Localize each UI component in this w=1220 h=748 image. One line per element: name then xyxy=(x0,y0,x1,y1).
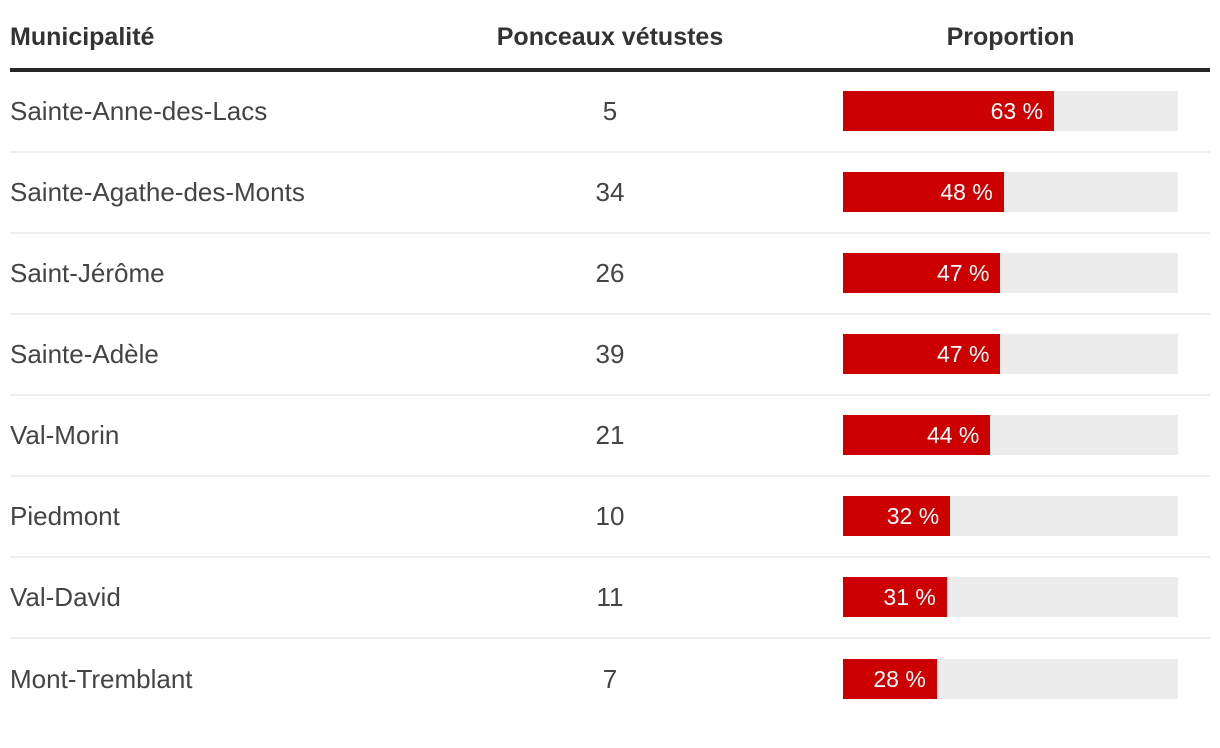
proportion-bar-track: 31 % xyxy=(843,577,1178,617)
proportion-percent-label: 47 % xyxy=(937,259,990,286)
municipality-label: Sainte-Agathe-des-Monts xyxy=(10,176,305,207)
table-header-row: Municipalité Ponceaux vétustes Proportio… xyxy=(10,23,1210,72)
municipality-label: Val-Morin xyxy=(10,419,120,450)
proportion-cell: 28 % xyxy=(780,659,1210,699)
proportion-bar-fill: 44 % xyxy=(843,415,991,455)
proportion-bar-fill: 47 % xyxy=(843,334,1001,374)
proportion-percent-label: 63 % xyxy=(990,97,1044,124)
proportion-bar-fill: 28 % xyxy=(843,659,937,699)
proportion-cell: 63 % xyxy=(780,91,1210,131)
proportion-percent-label: 32 % xyxy=(886,502,940,529)
municipality-label: Sainte-Adèle xyxy=(10,338,159,369)
proportion-bar-track: 47 % xyxy=(843,253,1178,293)
proportion-cell: 48 % xyxy=(780,172,1210,212)
column-header-ponceaux-vetustes: Ponceaux vétustes xyxy=(496,23,724,51)
proportion-percent-label: 47 % xyxy=(937,340,990,367)
table-row: Val-David 11 31 % xyxy=(10,558,1210,639)
ponceaux-count-value: 5 xyxy=(602,95,618,126)
proportion-bar-fill: 31 % xyxy=(843,577,947,617)
ponceaux-count-value: 10 xyxy=(595,500,625,531)
proportion-cell: 44 % xyxy=(780,415,1210,455)
proportion-percent-label: 48 % xyxy=(940,178,993,205)
table-row: Saint-Jérôme 26 47 % xyxy=(10,234,1210,315)
proportion-cell: 47 % xyxy=(780,334,1210,374)
table-row: Sainte-Adèle 39 47 % xyxy=(10,315,1210,396)
proportion-bar-track: 48 % xyxy=(843,172,1178,212)
proportion-bar-fill: 48 % xyxy=(843,172,1004,212)
proportion-percent-label: 28 % xyxy=(873,665,926,692)
proportion-cell: 32 % xyxy=(780,496,1210,536)
column-header-municipality: Municipalité xyxy=(10,23,155,51)
municipality-label: Saint-Jérôme xyxy=(10,257,165,288)
proportion-bar-track: 63 % xyxy=(843,91,1178,131)
table-row: Sainte-Anne-des-Lacs 5 63 % xyxy=(10,72,1210,153)
ponceaux-count-value: 34 xyxy=(595,176,625,207)
proportion-bar-fill: 32 % xyxy=(843,496,951,536)
table-row: Mont-Tremblant 7 28 % xyxy=(10,639,1210,720)
ponceaux-count-value: 39 xyxy=(595,338,625,369)
column-header-proportion: Proportion xyxy=(946,23,1075,51)
ponceaux-count-value: 21 xyxy=(595,419,625,450)
municipalities-table: Municipalité Ponceaux vétustes Proportio… xyxy=(10,23,1210,720)
proportion-bar-track: 28 % xyxy=(843,659,1178,699)
municipality-label: Mont-Tremblant xyxy=(10,663,193,694)
proportion-percent-label: 44 % xyxy=(926,421,980,448)
proportion-cell: 47 % xyxy=(780,253,1210,293)
column-header-proportion-wrap: Proportion xyxy=(780,23,1210,52)
municipality-label: Val-David xyxy=(10,581,121,612)
municipality-label: Piedmont xyxy=(10,500,120,531)
proportion-cell: 31 % xyxy=(780,577,1210,617)
ponceaux-count-value: 7 xyxy=(602,663,618,694)
proportion-percent-label: 31 % xyxy=(883,583,936,610)
municipality-label: Sainte-Anne-des-Lacs xyxy=(10,95,268,126)
table-body: Sainte-Anne-des-Lacs 5 63 % Sainte-Agath… xyxy=(10,72,1210,720)
proportion-bar-fill: 63 % xyxy=(843,91,1055,131)
table-row: Piedmont 10 32 % xyxy=(10,477,1210,558)
proportion-bar-track: 44 % xyxy=(843,415,1178,455)
proportion-bar-track: 32 % xyxy=(843,496,1178,536)
ponceaux-count-value: 26 xyxy=(595,257,625,288)
table-row: Val-Morin 21 44 % xyxy=(10,396,1210,477)
table-row: Sainte-Agathe-des-Monts 34 48 % xyxy=(10,153,1210,234)
proportion-bar-fill: 47 % xyxy=(843,253,1001,293)
proportion-bar-track: 47 % xyxy=(843,334,1178,374)
ponceaux-count-value: 11 xyxy=(596,581,624,612)
